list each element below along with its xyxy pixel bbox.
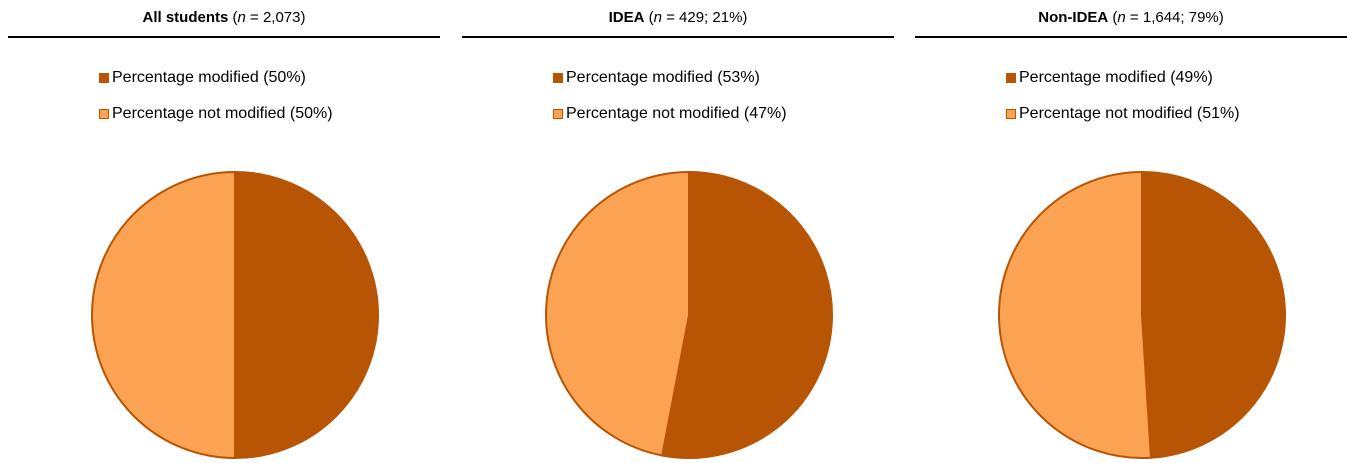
legend-swatch-not-modified — [553, 109, 563, 119]
legend-label: Percentage modified (49%) — [1019, 69, 1213, 86]
legend-label: Percentage modified (50%) — [112, 69, 306, 86]
chart-title: All students (n = 2,073) — [142, 9, 306, 26]
chart-panel-non-idea: Non-IDEA (n = 1,644; 79%) Percentage mod… — [915, 0, 1347, 462]
legend-swatch-modified — [553, 73, 563, 83]
title-underline — [462, 36, 894, 38]
chart-panel-idea: IDEA (n = 429; 21%) Percentage modified … — [462, 0, 894, 462]
legend-swatch-modified — [1006, 73, 1016, 83]
legend-item-modified: Percentage modified (49%) — [1006, 68, 1240, 88]
legend-item-modified: Percentage modified (50%) — [99, 68, 333, 88]
legend-item-not-modified: Percentage not modified (50%) — [99, 104, 333, 124]
pie-chart — [998, 171, 1287, 459]
chart-panel-all-students: All students (n = 2,073) Percentage modi… — [8, 0, 440, 462]
legend-item-modified: Percentage modified (53%) — [553, 68, 787, 88]
chart-title-group: All students — [142, 9, 229, 26]
chart-title-n: n — [237, 9, 246, 26]
legend-item-not-modified: Percentage not modified (47%) — [553, 104, 787, 124]
chart-title-n: n — [653, 9, 662, 26]
chart-title-count: = 1,644; 79%) — [1125, 9, 1224, 26]
legend-swatch-modified — [99, 73, 109, 83]
legend-label: Percentage not modified (47%) — [566, 105, 787, 122]
pie-slice-modified — [661, 171, 833, 459]
chart-title: Non-IDEA (n = 1,644; 79%) — [1038, 9, 1224, 26]
pie-chart — [91, 171, 379, 459]
chart-legend: Percentage modified (49%) Percentage not… — [1006, 68, 1240, 140]
chart-title-group: IDEA — [608, 9, 645, 26]
legend-label: Percentage not modified (50%) — [112, 105, 333, 122]
pie-slice-not-modified — [91, 171, 236, 459]
title-underline — [8, 36, 440, 38]
legend-swatch-not-modified — [99, 109, 109, 119]
legend-label: Percentage not modified (51%) — [1019, 105, 1240, 122]
chart-title-group: Non-IDEA — [1038, 9, 1109, 26]
legend-item-not-modified: Percentage not modified (51%) — [1006, 104, 1240, 124]
pie-slice-not-modified — [998, 171, 1152, 459]
chart-title-count: = 429; 21%) — [661, 9, 748, 26]
title-underline — [915, 36, 1347, 38]
pie-slice-modified — [1141, 171, 1287, 459]
chart-title-count: = 2,073) — [245, 9, 306, 26]
pie-slice-not-modified — [545, 171, 690, 457]
pie-slice-modified — [234, 171, 379, 459]
legend-swatch-not-modified — [1006, 109, 1016, 119]
chart-title-n: n — [1117, 9, 1126, 26]
chart-legend: Percentage modified (50%) Percentage not… — [99, 68, 333, 140]
chart-legend: Percentage modified (53%) Percentage not… — [553, 68, 787, 140]
legend-label: Percentage modified (53%) — [566, 69, 760, 86]
chart-title: IDEA (n = 429; 21%) — [608, 9, 748, 26]
pie-chart — [545, 171, 833, 459]
